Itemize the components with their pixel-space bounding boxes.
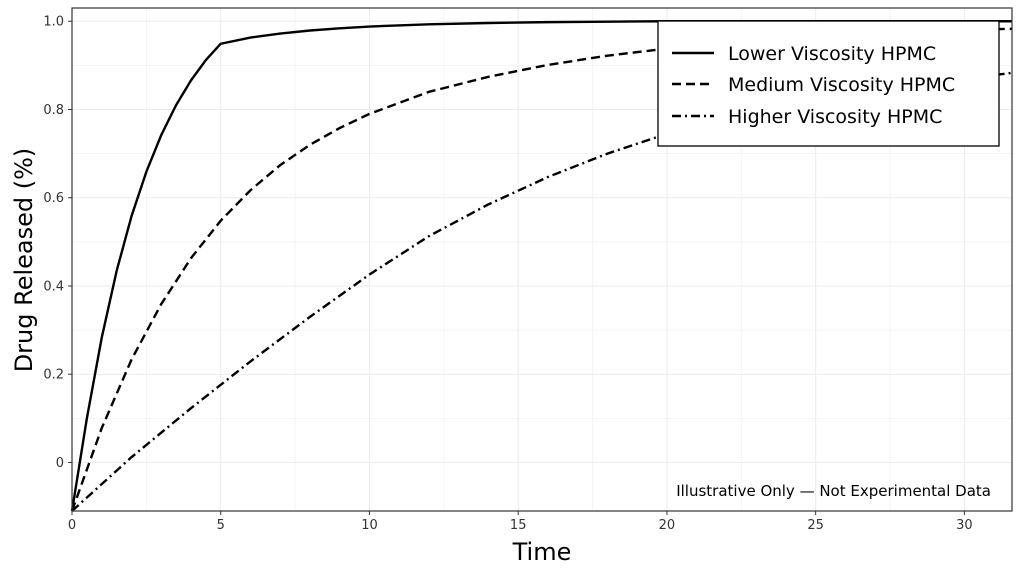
- y-tick-label: 0.8: [43, 103, 64, 118]
- y-tick-label: 0.2: [43, 368, 64, 383]
- y-axis-title: Drug Released (%): [10, 148, 38, 373]
- x-tick-label: 30: [956, 518, 973, 533]
- axis-ticks: 0 5 10 15 20 25 30 0 0.2 0.4 0.6 0.8 1.0: [43, 15, 972, 533]
- legend-label-lower: Lower Viscosity HPMC: [728, 43, 936, 65]
- x-tick-label: 15: [510, 518, 527, 533]
- x-axis-title: Time: [512, 538, 572, 566]
- annotation-text: Illustrative Only — Not Experimental Dat…: [676, 482, 991, 500]
- legend: Lower Viscosity HPMC Medium Viscosity HP…: [657, 20, 1000, 147]
- legend-label-medium: Medium Viscosity HPMC: [728, 74, 955, 96]
- x-tick-label: 0: [68, 518, 76, 533]
- x-tick-label: 10: [361, 518, 378, 533]
- x-tick-label: 25: [807, 518, 824, 533]
- plot-border: [71, 7, 1013, 512]
- x-tick-label: 5: [217, 518, 225, 533]
- y-tick-label: 0.4: [43, 279, 64, 294]
- y-tick-label: 1.0: [43, 15, 64, 30]
- y-tick-label: 0: [56, 456, 64, 471]
- legend-box: [657, 20, 1000, 147]
- x-tick-label: 20: [659, 518, 676, 533]
- legend-label-higher: Higher Viscosity HPMC: [728, 106, 942, 128]
- y-tick-label: 0.6: [43, 191, 64, 206]
